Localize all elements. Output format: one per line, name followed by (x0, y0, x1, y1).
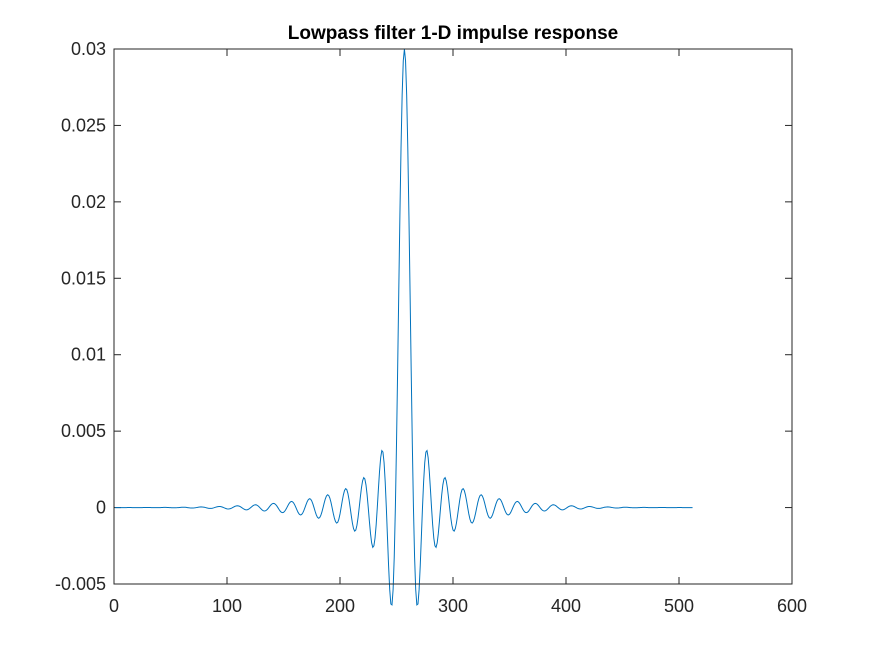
y-tick-label-1: 0 (96, 498, 106, 518)
y-tick-label-0: -0.005 (55, 574, 106, 594)
series-group (115, 48, 693, 606)
axes-box (113, 48, 793, 585)
y-tick-label-3: 0.01 (71, 345, 106, 365)
x-tick-label-2: 200 (325, 596, 355, 616)
tick-labels: 0 100 200 300 400 500 600-0.00500.0050.010.015… (55, 39, 807, 616)
impulse-response-line (115, 48, 693, 606)
y-tick-label-7: 0.03 (71, 39, 106, 59)
x-tick-label-0: 0 (109, 596, 119, 616)
x-tick-label-5: 500 (664, 596, 694, 616)
plot-area (114, 49, 792, 584)
y-tick-label-4: 0.015 (61, 268, 106, 288)
chart-title: Lowpass filter 1-D impulse response (288, 23, 618, 44)
x-tick-label-3: 300 (438, 596, 468, 616)
x-tick-label-1: 100 (212, 596, 242, 616)
y-tick-label-2: 0.005 (61, 421, 106, 441)
x-tick-label-4: 400 (551, 596, 581, 616)
x-tick-label-6: 600 (777, 596, 807, 616)
y-tick-label-5: 0.02 (71, 192, 106, 212)
y-tick-label-6: 0.025 (61, 115, 106, 135)
